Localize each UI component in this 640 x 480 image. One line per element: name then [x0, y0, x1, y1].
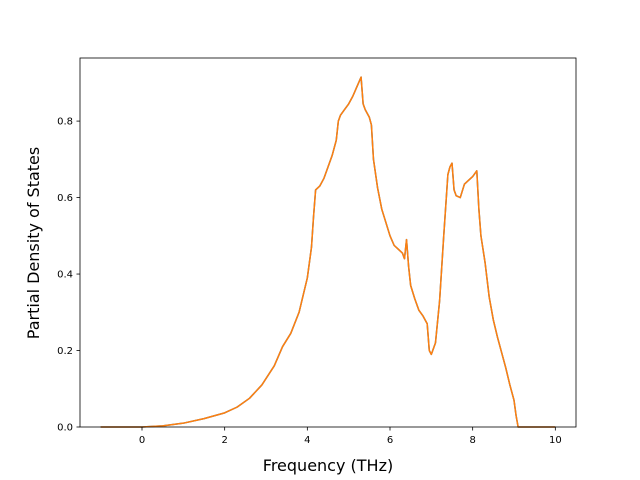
series-layer [100, 76, 556, 428]
x-tick-label: 6 [387, 435, 393, 446]
x-tick-label: 8 [469, 435, 475, 446]
plot-area [80, 58, 576, 427]
y-axis-label: Partial Density of States [24, 147, 43, 339]
x-axis-label: Frequency (THz) [263, 456, 393, 475]
y-tick-label: 0.2 [57, 346, 73, 357]
x-axis-ticks: 0 2 4 6 8 10 [139, 427, 562, 446]
x-tick-label: 4 [304, 435, 310, 446]
y-tick-label: 0.8 [57, 117, 73, 128]
y-axis-ticks: 0.0 0.2 0.4 0.6 0.8 [57, 117, 80, 434]
y-tick-label: 0.4 [57, 270, 73, 281]
plot-frame [79, 57, 577, 428]
y-tick-label: 0.0 [57, 423, 73, 434]
series-line-1 [100, 76, 556, 428]
x-tick-label: 10 [549, 435, 562, 446]
x-tick-label: 0 [139, 435, 145, 446]
y-tick-label: 0.6 [57, 193, 73, 204]
x-tick-label: 2 [221, 435, 227, 446]
